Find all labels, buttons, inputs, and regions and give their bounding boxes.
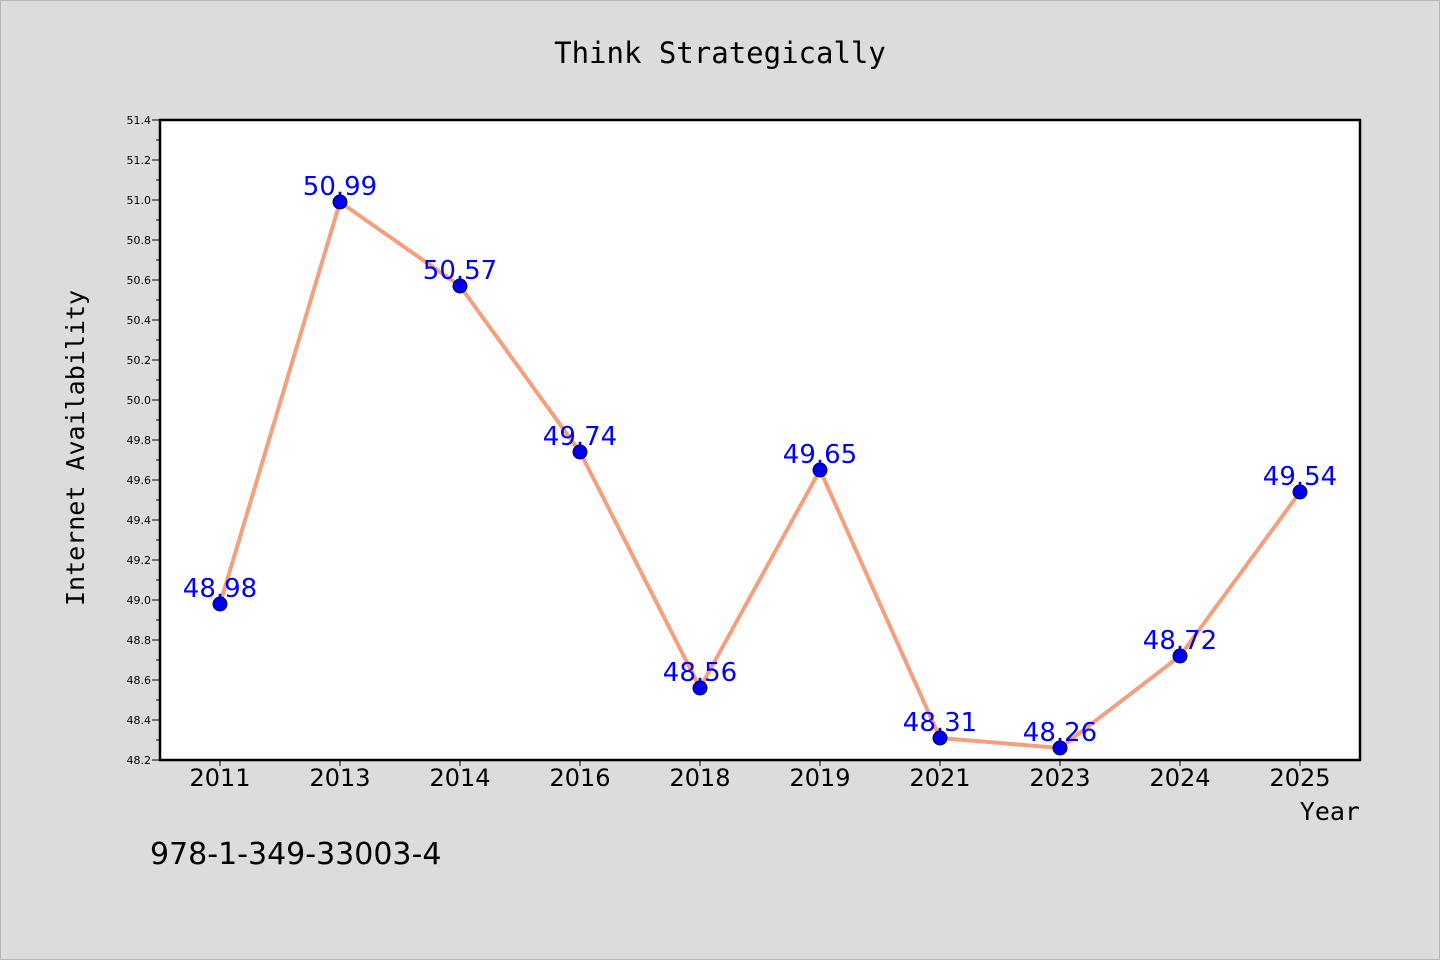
data-label: 50.57 bbox=[423, 256, 497, 286]
data-label: 48.72 bbox=[1143, 626, 1217, 656]
x-axis: 2011 2013 2014 2016 2018 2019 2021 2023 2024 2025 bbox=[189, 760, 1331, 792]
data-point bbox=[1172, 648, 1188, 664]
y-tick-label: 51.0 bbox=[127, 194, 152, 207]
y-tick-label: 48.2 bbox=[127, 754, 152, 767]
y-axis-label: Internet Availability bbox=[61, 290, 90, 606]
y-tick-label: 48.8 bbox=[127, 634, 152, 647]
y-axis: 48.2 48.4 48.6 48.8 49.0 49.2 49.4 49.6 49.8 50.0… bbox=[127, 114, 160, 767]
isbn-footer: 978-1-349-33003-4 bbox=[150, 837, 441, 872]
data-point bbox=[332, 194, 348, 210]
data-point bbox=[1052, 740, 1068, 756]
x-tick-label: 2024 bbox=[1149, 764, 1210, 792]
data-label: 48.98 bbox=[183, 574, 257, 604]
data-point bbox=[452, 278, 468, 294]
y-tick-label: 49.8 bbox=[127, 434, 152, 447]
data-label: 50.99 bbox=[303, 172, 377, 202]
y-tick-label: 50.4 bbox=[127, 314, 152, 327]
data-point bbox=[812, 462, 828, 478]
data-point bbox=[1292, 484, 1308, 500]
data-point bbox=[692, 680, 708, 696]
x-tick-label: 2025 bbox=[1269, 764, 1330, 792]
series-markers bbox=[212, 194, 1308, 756]
chart-title: Think Strategically bbox=[554, 36, 886, 70]
y-tick-label: 50.0 bbox=[127, 394, 152, 407]
data-label: 48.26 bbox=[1023, 718, 1097, 748]
y-tick-label: 50.2 bbox=[127, 354, 152, 367]
y-tick-label: 51.2 bbox=[127, 154, 152, 167]
data-label: 48.31 bbox=[903, 708, 977, 738]
data-label: 49.65 bbox=[783, 440, 857, 470]
y-tick-label: 48.4 bbox=[127, 714, 152, 727]
x-axis-label: Year bbox=[1300, 797, 1360, 826]
x-tick-label: 2023 bbox=[1029, 764, 1090, 792]
y-tick-label: 50.6 bbox=[127, 274, 152, 287]
y-tick-label: 49.6 bbox=[127, 474, 152, 487]
y-tick-label: 49.4 bbox=[127, 514, 152, 527]
x-tick-label: 2011 bbox=[189, 764, 250, 792]
data-label: 49.74 bbox=[543, 422, 617, 452]
data-label: 49.54 bbox=[1263, 462, 1337, 492]
x-tick-label: 2018 bbox=[669, 764, 730, 792]
x-tick-label: 2019 bbox=[789, 764, 850, 792]
x-tick-label: 2016 bbox=[549, 764, 610, 792]
y-tick-label: 49.2 bbox=[127, 554, 152, 567]
y-tick-label: 51.4 bbox=[127, 114, 152, 127]
plot-area bbox=[158, 118, 1362, 762]
x-tick-label: 2013 bbox=[309, 764, 370, 792]
y-tick-label: 50.8 bbox=[127, 234, 152, 247]
x-tick-label: 2021 bbox=[909, 764, 970, 792]
data-point bbox=[212, 596, 228, 612]
y-tick-label: 48.6 bbox=[127, 674, 152, 687]
y-tick-label: 49.0 bbox=[127, 594, 152, 607]
x-tick-label: 2014 bbox=[429, 764, 490, 792]
series-line bbox=[218, 200, 1302, 750]
data-labels: 48.98 50.99 50.57 49.74 48.56 49.65 48.31 48.26… bbox=[183, 172, 1337, 748]
data-label: 48.56 bbox=[663, 658, 737, 688]
data-point bbox=[572, 444, 588, 460]
data-point bbox=[932, 730, 948, 746]
